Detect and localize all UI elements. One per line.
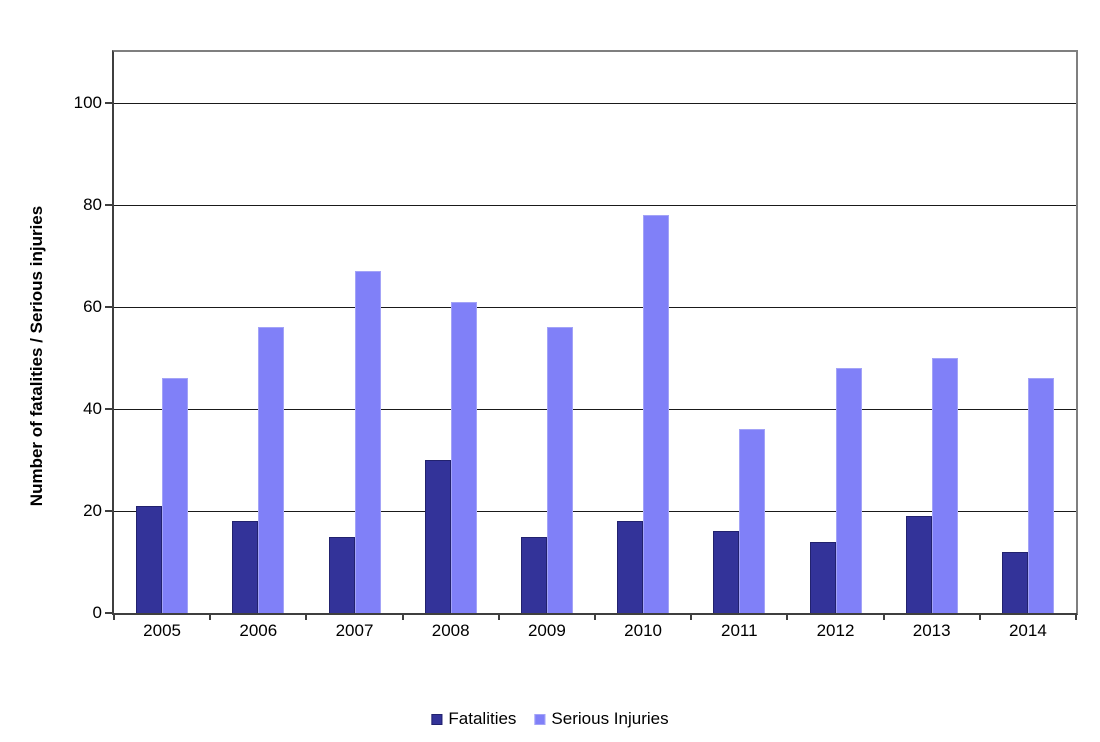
x-tick-label-2010: 2010 <box>624 621 662 640</box>
x-tick-label-2013: 2013 <box>912 621 951 640</box>
bar-serious-injuries-2011 <box>739 429 766 613</box>
x-tick-label-2006: 2006 <box>239 621 278 640</box>
x-tick-label-2012: 2012 <box>816 621 855 640</box>
bar-serious-injuries-2007 <box>354 271 381 613</box>
legend-label-serious-injuries: Serious Injuries <box>551 709 669 728</box>
x-tick-mark-3 <box>401 613 404 620</box>
bar-fatalities-2013 <box>905 516 932 613</box>
x-tick-mark-0 <box>113 613 115 620</box>
legend-item-serious-injuries: Serious Injuries <box>534 709 669 729</box>
x-tick-mark-10 <box>1075 613 1077 620</box>
x-tick-mark-7 <box>786 613 789 620</box>
x-tick-mark-4 <box>497 613 500 620</box>
y-tick-mark-40 <box>105 408 114 410</box>
gridline-40 <box>114 408 1076 410</box>
legend-item-fatalities: Fatalities <box>431 709 516 729</box>
y-tick-label-20: 20 <box>83 501 102 520</box>
x-tick-label-2007: 2007 <box>335 621 374 640</box>
bar-fatalities-2014 <box>1001 551 1028 613</box>
x-tick-mark-2 <box>305 613 308 620</box>
bar-fatalities-2009 <box>520 536 547 613</box>
bar-serious-injuries-2008 <box>450 301 477 613</box>
x-tick-mark-8 <box>882 613 885 620</box>
x-tick-mark-9 <box>978 613 981 620</box>
bar-fatalities-2007 <box>328 536 355 613</box>
x-tick-mark-1 <box>209 613 212 620</box>
y-tick-mark-60 <box>105 306 114 308</box>
gridline-60 <box>114 306 1076 308</box>
bar-fatalities-2011 <box>713 531 740 613</box>
x-tick-label-2014: 2014 <box>1008 621 1047 640</box>
y-tick-label-100: 100 <box>73 93 102 112</box>
x-tick-label-2011: 2011 <box>721 621 758 640</box>
bar-serious-injuries-2014 <box>1027 378 1054 613</box>
x-tick-mark-5 <box>594 613 596 620</box>
gridline-20 <box>114 510 1076 512</box>
y-tick-label-40: 40 <box>83 399 102 418</box>
bar-serious-injuries-2005 <box>162 378 189 613</box>
y-tick-mark-100 <box>105 102 114 104</box>
bar-serious-injuries-2012 <box>835 368 862 613</box>
y-tick-mark-0 <box>105 612 114 614</box>
bar-serious-injuries-2010 <box>643 215 670 613</box>
y-tick-label-80: 80 <box>83 195 102 214</box>
serious-injuries-swatch-icon <box>534 713 546 725</box>
x-tick-mark-6 <box>690 613 693 620</box>
bar-serious-injuries-2009 <box>546 327 573 613</box>
bar-serious-injuries-2013 <box>931 358 958 613</box>
x-tick-label-2008: 2008 <box>431 621 470 640</box>
bar-fatalities-2010 <box>617 521 644 613</box>
y-tick-mark-80 <box>105 204 114 206</box>
x-tick-label-2009: 2009 <box>527 621 566 640</box>
y-tick-mark-20 <box>105 510 114 512</box>
y-axis-title: Number of fatalities / Serious injuries <box>27 205 46 507</box>
gridline-80 <box>114 204 1076 206</box>
plot-area <box>112 50 1078 615</box>
bar-fatalities-2008 <box>424 460 451 613</box>
legend: Fatalities Serious Injuries <box>431 709 669 729</box>
fatalities-swatch-icon <box>431 713 443 725</box>
x-tick-label-2005: 2005 <box>143 621 181 640</box>
bar-fatalities-2005 <box>136 505 163 613</box>
gridline-100 <box>114 102 1076 104</box>
y-tick-label-60: 60 <box>83 297 102 316</box>
y-tick-label-0: 0 <box>92 603 102 622</box>
bar-fatalities-2012 <box>809 541 836 613</box>
bar-serious-injuries-2006 <box>258 327 285 613</box>
legend-label-fatalities: Fatalities <box>448 709 517 728</box>
bar-fatalities-2006 <box>232 521 259 613</box>
